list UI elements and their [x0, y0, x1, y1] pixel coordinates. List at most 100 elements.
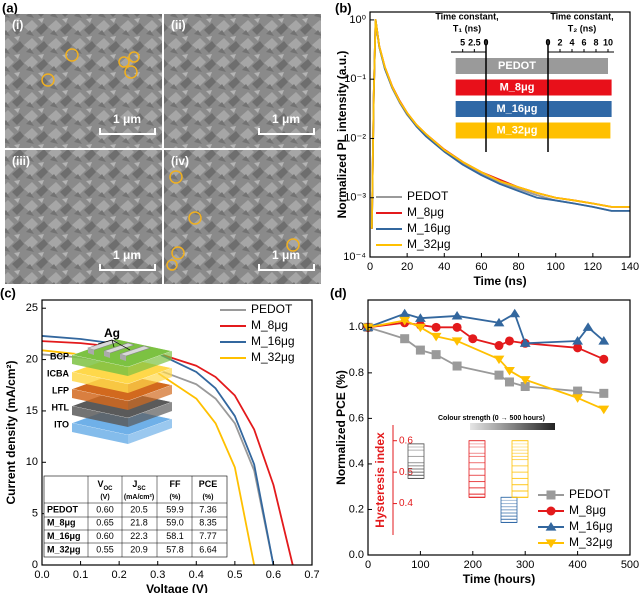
- y-axis-label: Normalized PCE (%): [334, 370, 348, 485]
- inset-tick-label: 10: [603, 37, 613, 47]
- data-point: [599, 354, 609, 364]
- table-cell: 7.36: [199, 504, 217, 514]
- data-point: [399, 308, 411, 318]
- table-cell: 8.35: [199, 518, 217, 528]
- x-tick-label: 0.4: [189, 569, 204, 581]
- legend-label: M_8μg: [407, 205, 444, 219]
- data-point: [520, 382, 530, 392]
- table-cell: 22.3: [130, 531, 148, 541]
- defect-circles: [41, 48, 300, 271]
- x-tick-label: 0: [365, 559, 371, 571]
- legend-label: PEDOT: [251, 302, 293, 316]
- sem-image: [164, 14, 321, 148]
- bar-label: M_8μg: [500, 81, 535, 93]
- y-tick-label: 10⁻³: [344, 192, 366, 204]
- legend-marker: [545, 522, 557, 531]
- header-symbol: V: [97, 479, 103, 489]
- legend-marker: [546, 506, 556, 516]
- x-tick-label: 0: [367, 261, 373, 273]
- panel-label: (a): [2, 0, 18, 15]
- legend-label: M_32μg: [407, 237, 451, 251]
- x-axis-label: Time (ns): [473, 274, 526, 288]
- x-tick-label: 0.2: [111, 569, 126, 581]
- data-point: [504, 366, 515, 376]
- table-cell: 0.65: [96, 518, 114, 528]
- panel-label: (d): [330, 285, 347, 300]
- scale-bar: [99, 264, 156, 271]
- image-label: (i): [12, 18, 23, 32]
- electrode-side: [88, 348, 94, 355]
- y-tick-label: 25: [26, 302, 38, 314]
- data-point: [431, 322, 441, 332]
- inset-tick-label: 5: [460, 37, 465, 47]
- inset-tick-label: 2: [557, 37, 562, 47]
- hysteresis-box: [511, 440, 529, 498]
- data-point: [573, 343, 583, 353]
- scale-bar-label: 1 μm: [113, 248, 141, 262]
- table-bg: [43, 475, 228, 558]
- bar-t1: [455, 58, 486, 74]
- bar-break: [486, 101, 548, 117]
- data-point: [451, 337, 463, 346]
- legend-label: PEDOT: [407, 189, 449, 203]
- y-tick-label: 1.0: [349, 321, 364, 333]
- x-tick-label: 100: [547, 261, 565, 273]
- sem-image: [164, 150, 321, 284]
- x-tick-label: 0.1: [73, 569, 88, 581]
- inset-tick-label: 4: [569, 37, 574, 47]
- plot-frame: [41, 299, 313, 566]
- data-point: [452, 322, 462, 332]
- data-point: [599, 388, 609, 398]
- y-tick-label: 0: [32, 559, 38, 571]
- y-tick-label: 0.2: [349, 503, 364, 515]
- data-line: [367, 312, 605, 345]
- inset-tick-label: 0.6: [399, 435, 413, 446]
- table-cell: PEDOT: [47, 504, 79, 514]
- panel-label: (c): [0, 285, 16, 300]
- plot-frame: [367, 299, 631, 556]
- header-symbol: FF: [170, 479, 181, 489]
- plot-frame: [369, 11, 631, 258]
- inset-tick-label: 6: [581, 37, 586, 47]
- data-point: [468, 334, 478, 344]
- data-point: [504, 377, 514, 387]
- pointer: [97, 339, 113, 345]
- sem-image: [5, 150, 162, 284]
- data-point: [415, 323, 426, 333]
- bar-t1: [455, 79, 486, 96]
- layer-front: [72, 406, 128, 427]
- table-cell: M_8μg: [47, 518, 76, 528]
- x-tick-label: 120: [584, 261, 602, 273]
- y-tick-label: 0.6: [349, 412, 364, 424]
- image-label: (iii): [12, 154, 30, 168]
- legend-label: M_16μg: [569, 519, 613, 533]
- table-cell: M_16μg: [47, 531, 81, 541]
- bar-t2: [548, 122, 611, 139]
- x-tick-label: 60: [475, 261, 487, 273]
- x-tick-label: 0.7: [304, 569, 319, 581]
- x-axis-label: Voltage (V): [146, 582, 208, 593]
- y-tick-label: 0.0: [349, 549, 364, 561]
- data-point: [415, 345, 425, 355]
- scale-bar-label: 1 μm: [272, 112, 300, 126]
- layer-front: [72, 372, 128, 393]
- inset-title: T₂ (ns): [568, 23, 597, 33]
- scale-bar-label: 1 μm: [113, 112, 141, 126]
- x-tick-label: 200: [464, 559, 482, 571]
- table-header: JSC: [132, 479, 146, 491]
- image-label: (iv): [171, 154, 189, 168]
- data-point: [494, 341, 504, 351]
- legend-label: M_8μg: [251, 318, 288, 332]
- inset-tick-label: 8: [593, 37, 598, 47]
- bar-break: [486, 122, 548, 139]
- inset-title: Time constant,: [435, 11, 498, 21]
- data-point: [415, 313, 426, 322]
- legend-marker: [545, 539, 557, 548]
- data-point: [519, 338, 531, 347]
- x-tick-label: 140: [621, 261, 639, 273]
- table-cell: 0.60: [96, 504, 114, 514]
- legend-label: M_32μg: [251, 350, 295, 364]
- pointer: [111, 339, 131, 351]
- bar-label: M_32μg: [497, 124, 538, 136]
